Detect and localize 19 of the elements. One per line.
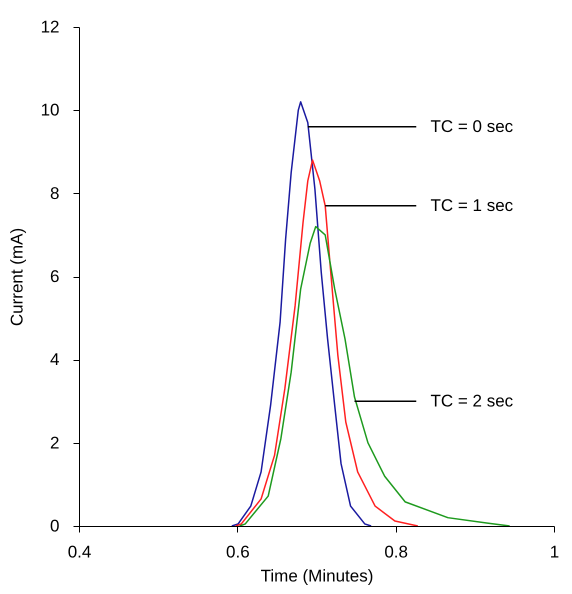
y-tick-label: 4 <box>50 350 60 370</box>
annotation: TC = 0 sec <box>430 116 514 136</box>
x-tick-label: 0.6 <box>226 542 250 562</box>
y-tick-label: 8 <box>50 184 60 203</box>
x-tick-label: 0.4 <box>68 542 92 562</box>
x-tick-label: 1 <box>550 542 560 562</box>
x-axis-title: Time (Minutes) <box>260 566 374 586</box>
y-tick-label: 0 <box>50 516 60 536</box>
y-axis-title: Current (mA) <box>8 228 27 326</box>
annotation: TC = 2 sec <box>430 391 514 410</box>
line-series <box>231 101 372 526</box>
annotation: TC = 1 sec <box>430 196 514 215</box>
y-tick-label: 12 <box>40 18 60 36</box>
line-series <box>238 226 510 526</box>
y-tick-label: 6 <box>50 267 60 286</box>
line-series <box>235 159 419 526</box>
y-tick-label: 2 <box>50 433 60 452</box>
y-tick-label: 10 <box>40 100 60 120</box>
x-tick-label: 0.8 <box>384 542 408 562</box>
